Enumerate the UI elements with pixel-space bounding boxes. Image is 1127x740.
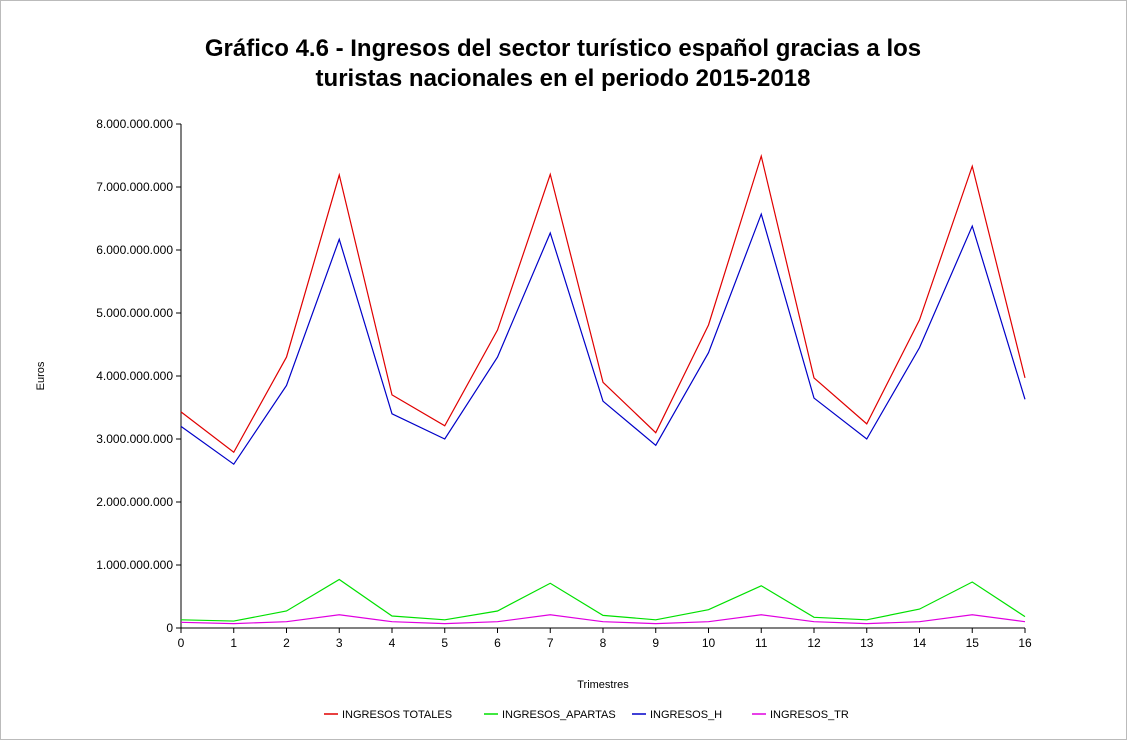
series-line bbox=[180, 212, 1026, 466]
legend-label: INGRESOS_APARTAS bbox=[502, 709, 616, 721]
x-tick-label: 6 bbox=[494, 636, 501, 650]
y-tick-label: 3.000.000.000 bbox=[96, 432, 173, 446]
x-tick-label: 12 bbox=[807, 636, 821, 650]
chart-title: Gráfico 4.6 - Ingresos del sector turíst… bbox=[205, 35, 921, 62]
x-tick-label: 2 bbox=[283, 636, 290, 650]
x-tick-label: 15 bbox=[966, 636, 980, 650]
x-tick-label: 8 bbox=[600, 636, 607, 650]
x-tick-label: 14 bbox=[913, 636, 927, 650]
legend-label: INGRESOS_TR bbox=[770, 709, 849, 721]
x-tick-label: 1 bbox=[230, 636, 237, 650]
y-tick-label: 2.000.000.000 bbox=[96, 495, 173, 509]
series-line bbox=[180, 153, 1026, 454]
y-tick-label: 0 bbox=[166, 621, 173, 635]
x-tick-label: 7 bbox=[547, 636, 554, 650]
chart-title: turistas nacionales en el periodo 2015-2… bbox=[316, 65, 811, 92]
series-line bbox=[180, 578, 1026, 622]
y-tick-label: 7.000.000.000 bbox=[96, 180, 173, 194]
x-tick-label: 0 bbox=[178, 636, 185, 650]
x-tick-label: 4 bbox=[389, 636, 396, 650]
series-line bbox=[180, 614, 1026, 625]
y-tick-label: 5.000.000.000 bbox=[96, 306, 173, 320]
x-tick-label: 5 bbox=[441, 636, 448, 650]
legend-label: INGRESOS TOTALES bbox=[342, 709, 452, 721]
x-tick-label: 13 bbox=[860, 636, 874, 650]
y-axis-label: Euros bbox=[35, 361, 47, 390]
y-tick-label: 4.000.000.000 bbox=[96, 369, 173, 383]
y-tick-label: 6.000.000.000 bbox=[96, 243, 173, 257]
legend-label: INGRESOS_H bbox=[650, 709, 722, 721]
x-tick-label: 11 bbox=[755, 636, 768, 650]
x-tick-label: 10 bbox=[702, 636, 716, 650]
x-tick-label: 9 bbox=[652, 636, 659, 650]
x-axis-label: Trimestres bbox=[577, 679, 629, 691]
y-tick-label: 1.000.000.000 bbox=[96, 558, 173, 572]
x-tick-label: 16 bbox=[1018, 636, 1032, 650]
y-tick-label: 8.000.000.000 bbox=[96, 117, 173, 131]
x-tick-label: 3 bbox=[336, 636, 343, 650]
